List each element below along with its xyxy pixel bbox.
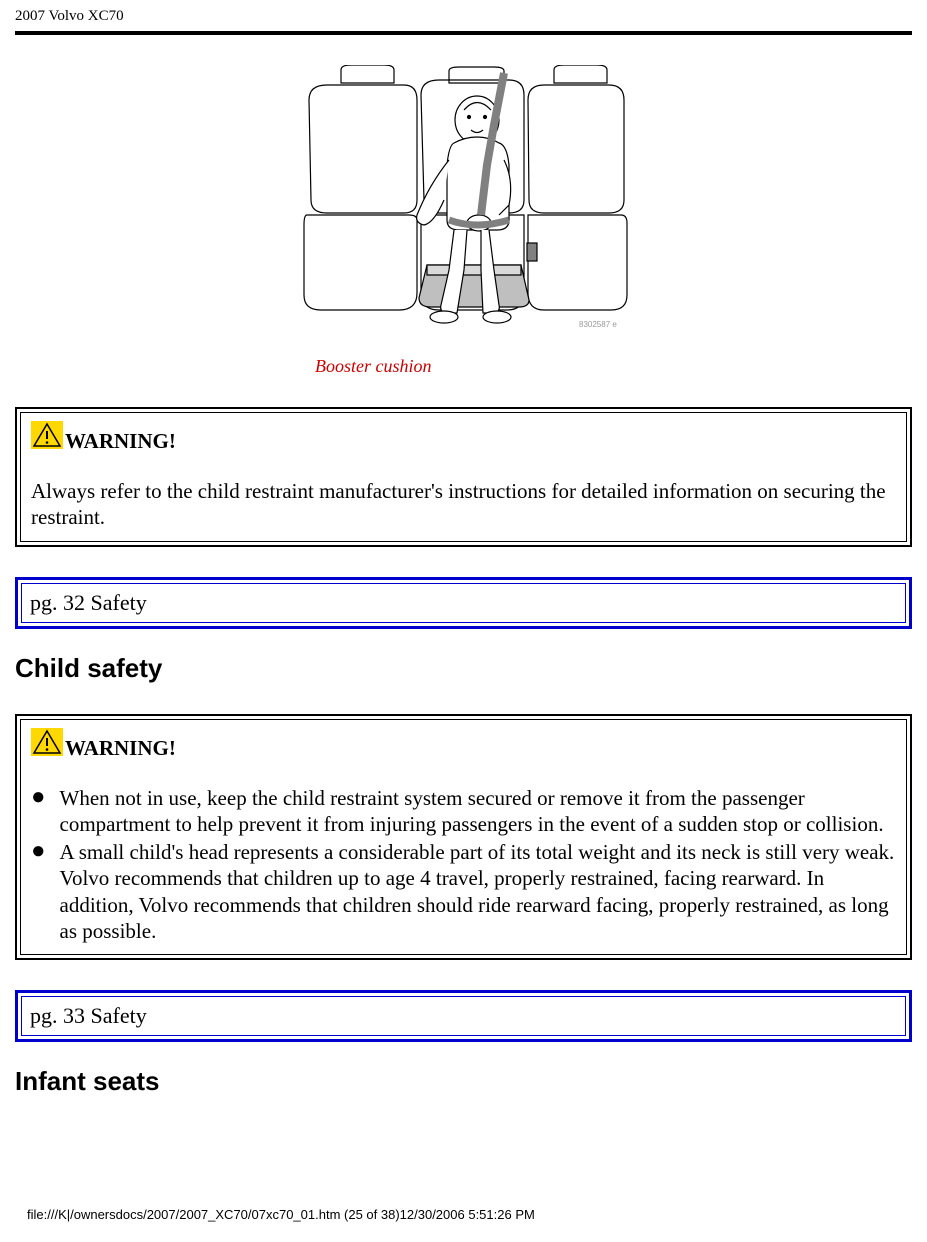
- bullet-1-text: When not in use, keep the child restrain…: [60, 785, 897, 838]
- heading-infant-seats: Infant seats: [15, 1066, 912, 1097]
- bullet-item: ● When not in use, keep the child restra…: [31, 785, 896, 838]
- warning-2-bullets: ● When not in use, keep the child restra…: [31, 785, 896, 945]
- bullet-2-text: A small child's head represents a consid…: [60, 839, 897, 944]
- warning-1-text: Always refer to the child restraint manu…: [31, 478, 896, 531]
- page-ref-33-text: pg. 33 Safety: [21, 996, 906, 1036]
- page-ref-32: pg. 32 Safety: [15, 577, 912, 629]
- figure-ref: 8302587 e: [579, 320, 617, 329]
- warning-box-1-inner: WARNING! Always refer to the child restr…: [20, 412, 907, 542]
- warning-icon: [31, 421, 63, 454]
- figure-booster-cushion: 8302587 e Booster cushion: [15, 65, 912, 377]
- booster-cushion-illustration: 8302587 e: [299, 65, 629, 345]
- page-ref-33: pg. 33 Safety: [15, 990, 912, 1042]
- bullet-item: ● A small child's head represents a cons…: [31, 839, 896, 944]
- page-ref-32-text: pg. 32 Safety: [21, 583, 906, 623]
- figure-caption: Booster cushion: [15, 356, 912, 377]
- bullet-dot-icon: ●: [31, 841, 46, 861]
- warning-box-2-inner: WARNING! ● When not in use, keep the chi…: [20, 719, 907, 956]
- warning-box-1: WARNING! Always refer to the child restr…: [15, 407, 912, 547]
- bullet-dot-icon: ●: [31, 787, 46, 807]
- warning-icon: [31, 728, 63, 761]
- warning-box-2: WARNING! ● When not in use, keep the chi…: [15, 714, 912, 961]
- header-rule: [15, 31, 912, 35]
- page-container: 2007 Volvo XC70: [0, 0, 927, 1242]
- heading-child-safety: Child safety: [15, 653, 912, 684]
- warning-label: WARNING!: [65, 736, 176, 760]
- warning-label: WARNING!: [65, 429, 176, 453]
- footer-path: file:///K|/ownersdocs/2007/2007_XC70/07x…: [15, 1207, 912, 1222]
- header-title: 2007 Volvo XC70: [15, 8, 912, 25]
